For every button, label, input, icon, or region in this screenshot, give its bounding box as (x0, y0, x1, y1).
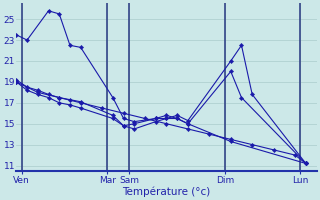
X-axis label: Température (°c): Température (°c) (122, 186, 211, 197)
